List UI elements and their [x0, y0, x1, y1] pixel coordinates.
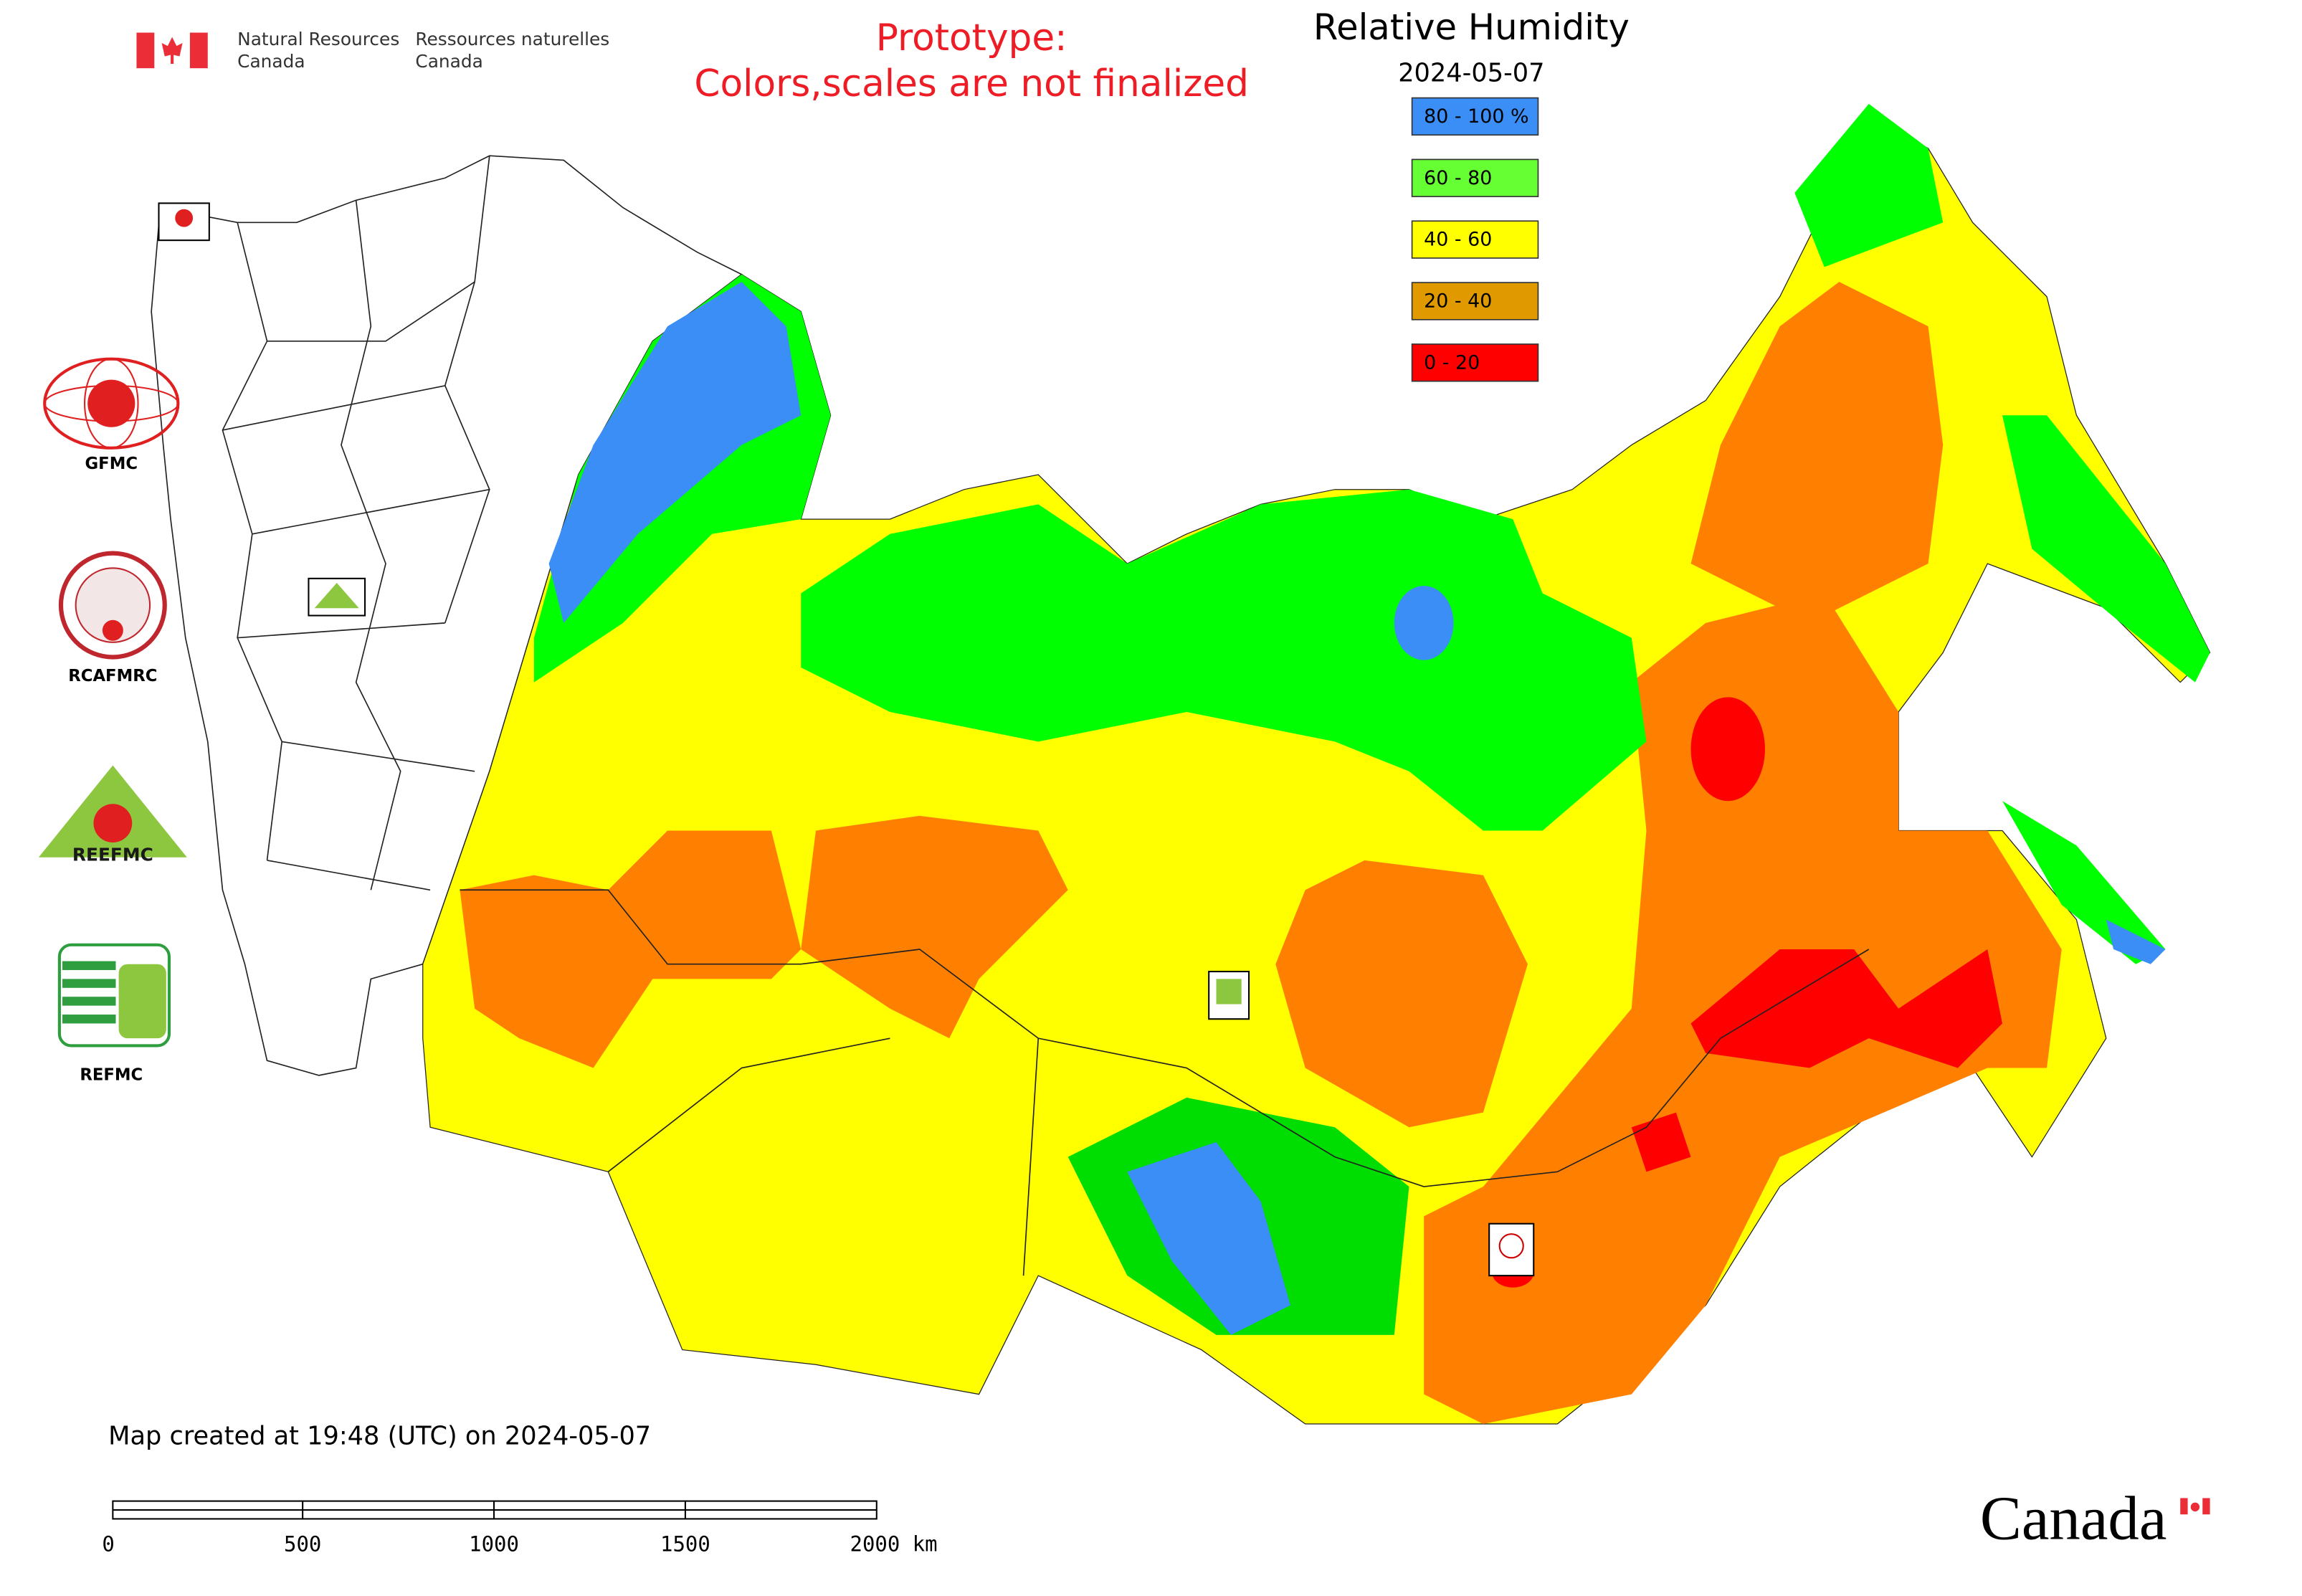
legend-label: 20 - 40 [1424, 290, 1492, 312]
logo-stripe [62, 997, 116, 1006]
legend: 80 - 100 % 60 - 80 40 - 60 20 - 40 0 - 20 [1411, 97, 1539, 382]
zone-blue [2106, 919, 2166, 964]
scale-label: 1500 [660, 1532, 710, 1557]
agency-fr: Canada [415, 51, 482, 72]
notice: Colors,scales are not finalized [694, 62, 1249, 105]
legend-swatch [1411, 97, 1539, 136]
flag-bar [189, 32, 208, 69]
zone-blue [1394, 586, 1454, 660]
logo-label: GFMC [85, 455, 138, 473]
zone-blue [548, 282, 802, 623]
legend-label: 80 - 100 % [1424, 105, 1528, 128]
logo-flame [93, 804, 133, 843]
zone-orange [801, 815, 1068, 1039]
map-date: 2024-05-07 [1398, 58, 1544, 87]
agency-en: Canada [237, 51, 305, 72]
logo-panel [118, 964, 166, 1039]
legend-label: 0 - 20 [1424, 351, 1480, 374]
marker-rcafmrc [1488, 1222, 1535, 1277]
logo-label: REEFMC [72, 845, 153, 865]
logo-stripe [62, 961, 116, 970]
legend-swatch [1411, 220, 1539, 259]
canada-wordmark: Canada [1980, 1484, 2210, 1553]
map-title: Relative Humidity [1313, 6, 1630, 48]
logo-label: REFMC [80, 1065, 143, 1084]
humidity-map [422, 103, 2211, 1425]
agency-fr: Ressources naturelles [415, 29, 609, 49]
marker-icon [175, 209, 194, 227]
notice: Prototype: [876, 16, 1067, 60]
scale-label: 2000 km [850, 1532, 938, 1557]
wordmark: Canada [1980, 1484, 2167, 1553]
marker-icon [314, 583, 359, 609]
zone-green [2002, 415, 2210, 683]
wordmark-flag [2202, 1498, 2210, 1515]
map-footer: Map created at 19:48 (UTC) on 2024-05-07 [108, 1422, 651, 1451]
zone-green [2002, 801, 2166, 964]
legend-swatch [1411, 282, 1539, 320]
logo-label: RCAFMRC [68, 667, 157, 685]
zone-green [801, 489, 1647, 831]
legend-label: 40 - 60 [1424, 229, 1492, 251]
logo-refmc: REFMC [57, 943, 171, 1084]
scale-bar: 0 500 1000 1500 2000 km [102, 1500, 938, 1557]
zone-orange [1690, 282, 1944, 623]
logo-stripe [62, 979, 116, 988]
logo-flame [87, 379, 135, 427]
logo-flame [102, 619, 123, 641]
wordmark-flag [2180, 1498, 2188, 1515]
logo-stripe [62, 1015, 116, 1024]
legend-label: 60 - 80 [1424, 167, 1492, 189]
wordmark-leaf [2190, 1502, 2200, 1512]
scale-label: 0 [102, 1532, 114, 1557]
country-borders [460, 889, 1870, 1276]
logo-gfmc: GFMC [43, 357, 180, 473]
zone-blue [1127, 1141, 1290, 1335]
logo-reefmc: REEFMC [38, 765, 187, 865]
maple-leaf [161, 37, 183, 64]
legend-swatch [1411, 343, 1539, 382]
logo-ring [84, 358, 139, 449]
zone-red [1690, 949, 2002, 1068]
legend-swatch [1411, 158, 1539, 197]
marker-icon [1216, 979, 1242, 1004]
europe-borders [222, 156, 490, 891]
marker-icon [1498, 1233, 1524, 1259]
logo-rcafmrc: RCAFMRC [58, 551, 167, 685]
logo-ring [75, 567, 151, 643]
zone-red [1690, 697, 1765, 802]
scale-label: 1000 [469, 1532, 519, 1557]
scale-label: 500 [284, 1532, 321, 1557]
agency-signature: Natural Resources Canada Ressources natu… [136, 29, 609, 72]
agency-en: Natural Resources [237, 29, 399, 49]
zone-green [1794, 103, 1944, 267]
zone-orange [1275, 860, 1528, 1128]
flag-bar [136, 32, 155, 69]
